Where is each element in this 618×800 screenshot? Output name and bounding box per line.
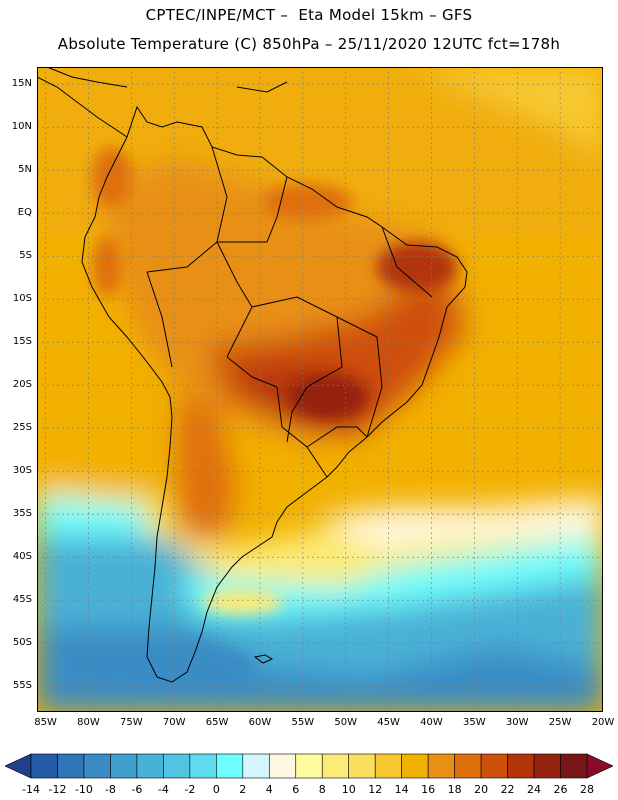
lat-tick-label: 15N	[11, 78, 32, 90]
colorbar-level-label: -2	[184, 783, 196, 796]
colorbar-swatch	[427, 753, 455, 779]
lat-tick-label: 40S	[12, 551, 32, 563]
colorbar-swatch	[268, 753, 297, 779]
colorbar-swatch	[110, 753, 138, 779]
colorbar-level-label: -12	[48, 783, 67, 796]
colorbar-swatch	[189, 753, 217, 779]
map-title: CPTEC/INPE/MCT – Eta Model 15km – GFS	[145, 6, 473, 24]
lat-tick-label: 50S	[12, 637, 32, 649]
colorbar-swatch	[533, 753, 561, 779]
colorbar-level-label: 8	[318, 783, 326, 796]
colorbar-swatch	[83, 753, 111, 779]
map-subtitle: Absolute Temperature (C) 850hPa – 25/11/…	[57, 35, 561, 53]
detail-field	[92, 147, 457, 687]
colorbar-swatch	[454, 753, 482, 779]
lat-tick-label: 30S	[12, 465, 32, 477]
lon-tick-label: 25W	[548, 717, 572, 728]
colorbar-level-label: -8	[104, 783, 116, 796]
colorbar-level-label: 28	[580, 783, 594, 796]
colorbar-level-label: 12	[368, 783, 383, 796]
lat-tick-label: EQ	[17, 207, 32, 219]
lon-tick-label: 65W	[205, 717, 229, 728]
colorbar-level-label: 6	[292, 783, 300, 796]
colorbar-swatch	[480, 753, 508, 779]
colorbar-low-arrow	[5, 753, 32, 779]
lon-tick-label: 75W	[120, 717, 143, 728]
lon-tick-label: 60W	[248, 717, 272, 728]
lat-tick-label: 15S	[12, 336, 32, 348]
lat-tick-label: 10N	[11, 121, 32, 133]
colorbar-level-label: 26	[553, 783, 568, 796]
temperature-map	[37, 67, 603, 712]
colorbar-swatch	[348, 753, 376, 779]
lon-tick-label: 20W	[591, 717, 615, 728]
lat-tick-label: 10S	[12, 293, 32, 305]
colorbar-swatch	[295, 753, 323, 779]
lon-tick-label: 45W	[377, 717, 400, 728]
lat-tick-label: 25S	[12, 422, 32, 434]
colorbar-level-label: 18	[447, 783, 462, 796]
lon-tick-label: 85W	[34, 717, 57, 728]
lon-tick-label: 55W	[291, 717, 315, 728]
colorbar-swatch	[30, 753, 58, 779]
colorbar-swatch	[560, 753, 588, 779]
colorbar-level-label: 4	[265, 783, 273, 796]
map-frame	[37, 67, 603, 712]
colorbar-level-label: 0	[212, 783, 220, 796]
colorbar-swatch	[507, 753, 535, 779]
lat-tick-label: 5S	[19, 250, 32, 262]
lat-tick-label: 45S	[12, 594, 32, 606]
colorbar-level-label: -4	[157, 783, 169, 796]
colorbar-level-label: 20	[474, 783, 489, 796]
colorbar-swatch	[57, 753, 85, 779]
lat-tick-label: 55S	[12, 680, 32, 692]
colorbar-level-label: 16	[421, 783, 436, 796]
colorbar	[5, 753, 613, 779]
colorbar-level-label: -10	[74, 783, 93, 796]
colorbar-swatch	[136, 753, 164, 779]
colorbar-swatch	[374, 753, 402, 779]
lat-lon-gridlines	[37, 67, 603, 712]
colorbar-level-label: -14	[22, 783, 40, 796]
lat-tick-label: 5N	[18, 164, 32, 176]
colorbar-high-arrow	[586, 753, 613, 779]
lon-tick-label: 30W	[505, 717, 529, 728]
colorbar-level-label: 2	[239, 783, 247, 796]
lon-tick-label: 80W	[77, 717, 100, 728]
colorbar-level-label: 22	[500, 783, 515, 796]
colorbar-swatch	[216, 753, 244, 779]
colorbar-swatch	[163, 753, 191, 779]
colorbar-level-label: 10	[341, 783, 356, 796]
colorbar-swatch	[321, 753, 350, 779]
lon-tick-label: 35W	[463, 717, 486, 728]
colorbar-level-label: -6	[131, 783, 143, 796]
lat-tick-label: 20S	[12, 379, 32, 391]
coastlines	[37, 67, 468, 683]
colorbar-level-label: 24	[527, 783, 542, 796]
colorbar-swatch	[401, 753, 429, 779]
lon-tick-label: 40W	[420, 717, 443, 728]
colorbar-level-label: 14	[394, 783, 409, 796]
lon-tick-label: 50W	[334, 717, 358, 728]
colorbar-swatch	[242, 753, 270, 779]
lat-tick-label: 35S	[12, 508, 32, 520]
lon-tick-label: 70W	[162, 717, 186, 728]
